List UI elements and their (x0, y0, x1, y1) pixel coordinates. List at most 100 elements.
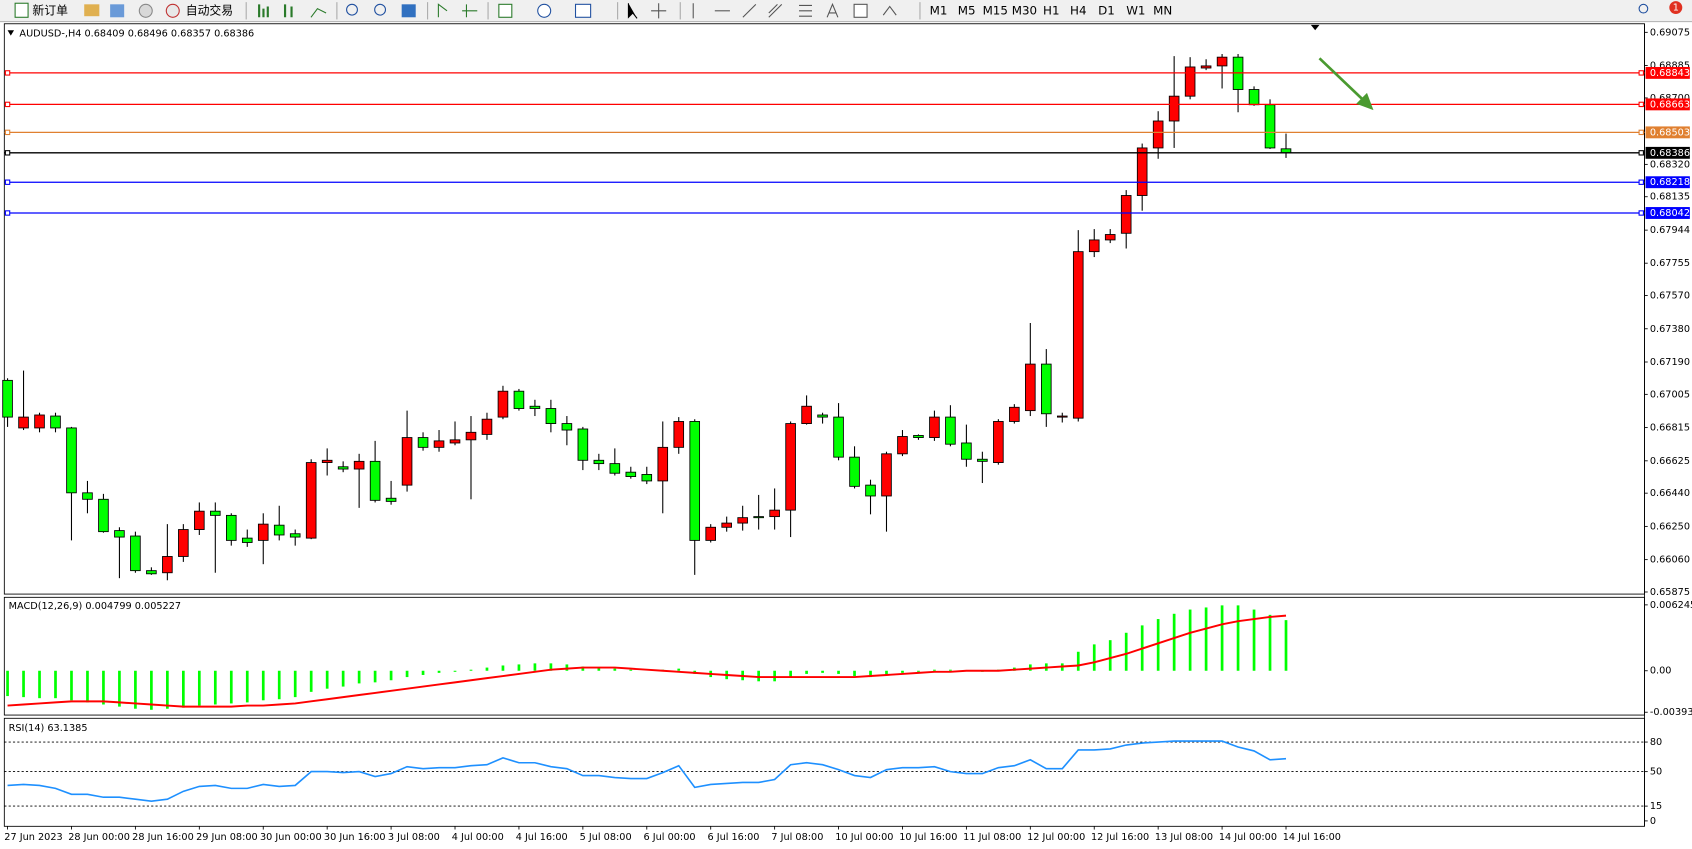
symbol-menu-arrow[interactable] (7, 30, 15, 36)
level-handle (4, 179, 11, 185)
candle-body (481, 418, 493, 435)
candle-body (833, 416, 844, 458)
y-tick-label: 0.66440 (1650, 488, 1690, 499)
candle-body (625, 471, 637, 477)
toolbar-icon[interactable] (283, 4, 293, 18)
level-tag-label: 0.68663 (1650, 99, 1690, 110)
rsi-pane (3, 717, 1645, 827)
candle-body (1041, 363, 1052, 415)
candle-body (2, 379, 13, 418)
y-tick-label: 0.67380 (1650, 324, 1690, 335)
candle-body (401, 437, 413, 486)
x-tick-label: 14 Jul 16:00 (1283, 832, 1341, 843)
new-order-button[interactable]: 新订单 (14, 2, 68, 18)
toolbar-icon[interactable] (84, 4, 100, 17)
candle-body (657, 446, 669, 482)
cursor-tool[interactable] (627, 3, 638, 19)
text-tool[interactable] (826, 2, 839, 18)
candle-body (801, 405, 812, 424)
x-tick-label: 30 Jun 00:00 (260, 832, 322, 843)
toolbar-icon[interactable] (258, 4, 269, 18)
zoom-out[interactable] (374, 3, 387, 16)
timeframe-button[interactable]: M30 (1012, 3, 1037, 17)
shapes-tool[interactable] (882, 5, 897, 16)
timeframe-button[interactable]: H1 (1043, 3, 1059, 17)
timeframe-button[interactable]: M1 (930, 3, 948, 17)
candle-body (66, 427, 77, 494)
toolbar-icon[interactable] (498, 3, 513, 18)
timeframe-button[interactable]: W1 (1126, 3, 1145, 17)
crosshair-tool[interactable] (651, 3, 667, 19)
toolbar-icon[interactable] (138, 3, 153, 18)
level-tag-label: 0.68386 (1650, 148, 1690, 159)
y-tick-label: 80 (1650, 737, 1662, 748)
y-tick-label: 0.67005 (1650, 389, 1690, 400)
auto-trading-label[interactable]: 自动交易 (186, 3, 233, 17)
candle-body (210, 510, 221, 516)
toolbar-icon[interactable] (574, 3, 592, 18)
level-tag (1645, 98, 1690, 111)
timeframe-button[interactable]: M15 (983, 3, 1008, 17)
x-tick-label: 13 Jul 08:00 (1155, 832, 1213, 843)
candle-body (273, 524, 285, 536)
candle-body (945, 416, 956, 445)
x-tick-label: 10 Jul 16:00 (899, 832, 957, 843)
level-handle (1638, 210, 1644, 216)
level-handle (4, 210, 11, 216)
candle-body (561, 423, 573, 431)
annotation-arrow (1318, 57, 1374, 111)
notification-count[interactable]: 1 (1673, 3, 1679, 14)
auto-trading-icon (165, 3, 180, 18)
candle-body (225, 514, 237, 541)
search-icon[interactable] (1638, 3, 1649, 14)
new-order-label[interactable]: 新订单 (32, 3, 68, 17)
toolbar-icon[interactable] (401, 4, 416, 18)
level-handle (1638, 70, 1644, 76)
toolbar-icon[interactable] (310, 7, 327, 18)
y-tick-label: 15 (1650, 801, 1662, 812)
level-tag (1645, 66, 1690, 79)
timeframe-button[interactable]: H4 (1070, 3, 1086, 17)
zoom-in[interactable] (346, 3, 358, 16)
fibo-tool[interactable] (799, 4, 812, 17)
y-tick-label: 0.66250 (1650, 521, 1690, 532)
y-tick-label: 0.67755 (1650, 258, 1690, 269)
notification-badge[interactable] (1669, 1, 1683, 15)
candle-body (1200, 65, 1212, 69)
candle-body (321, 459, 333, 463)
toolbar-icon[interactable] (462, 4, 478, 18)
timeframe-button[interactable]: MN (1153, 3, 1172, 17)
toolbar-icon[interactable] (110, 4, 125, 18)
candle-body (1216, 56, 1228, 67)
candle-body (993, 421, 1004, 463)
candle-body (1025, 363, 1036, 412)
toolbar-icon[interactable] (437, 3, 448, 18)
candle-body (705, 526, 716, 541)
toolbar-icon[interactable] (537, 3, 552, 18)
candle-body (98, 498, 109, 533)
timeframe-button[interactable]: D1 (1098, 3, 1115, 17)
x-tick-label: 12 Jul 16:00 (1091, 832, 1149, 843)
arrow-head (1356, 92, 1374, 111)
candle-body (913, 435, 924, 438)
x-tick-label: 28 Jun 16:00 (132, 832, 194, 843)
y-tick-label: 0.69075 (1650, 27, 1690, 38)
y-tick-label: 0.66060 (1650, 555, 1690, 566)
x-tick-label: 3 Jul 08:00 (388, 832, 440, 843)
candle-body (1168, 95, 1180, 122)
candle-body (1264, 104, 1276, 149)
y-tick-label: 0.68320 (1650, 159, 1690, 170)
candle-body (385, 497, 397, 502)
candle-body (162, 556, 173, 574)
candle-body (1136, 147, 1148, 196)
label-tool[interactable] (853, 3, 868, 18)
candle-body (529, 405, 541, 409)
y-tick-label: 0.67944 (1650, 225, 1690, 236)
candle-body (929, 416, 940, 438)
trendline-tool[interactable] (742, 3, 757, 18)
y-tick-label: 0.65875 (1650, 587, 1690, 598)
auto-trading-button[interactable]: 自动交易 (165, 3, 233, 18)
timeframe-button[interactable]: M5 (958, 3, 976, 17)
y-tick-label: 0.67190 (1650, 357, 1690, 368)
channel-tool[interactable] (768, 3, 783, 18)
